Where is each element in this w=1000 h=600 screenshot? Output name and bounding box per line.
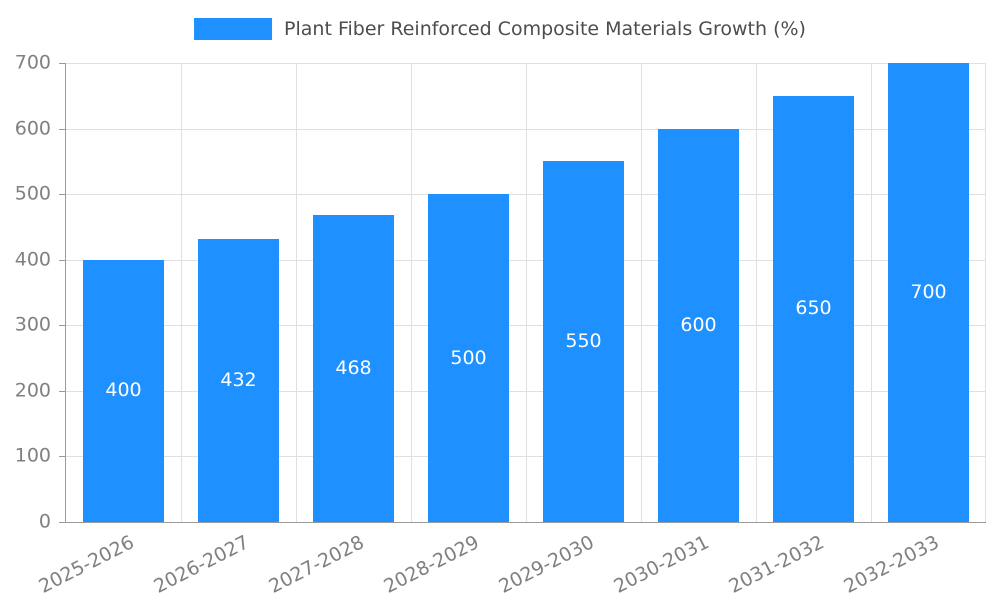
bar-value-label: 400 — [105, 379, 142, 402]
v-gridline — [985, 63, 986, 522]
bar-value-label: 600 — [680, 313, 717, 336]
x-tick-label: 2027-2028 — [265, 531, 368, 598]
x-tick-label: 2026-2027 — [150, 531, 253, 598]
x-tick-label: 2030-2031 — [610, 531, 713, 598]
bar-value-label: 700 — [910, 281, 947, 303]
y-tick-label: 600 — [14, 117, 51, 140]
bar-value-label: 550 — [565, 330, 602, 353]
y-tick-mark — [59, 390, 65, 392]
bar-2031-2032[interactable]: 650 — [773, 95, 854, 522]
y-tick-label: 500 — [14, 182, 51, 205]
y-tick-mark — [59, 128, 65, 130]
bar-2029-2030[interactable]: 550 — [543, 161, 624, 522]
y-tick-label: 400 — [14, 248, 51, 271]
y-tick-mark — [59, 522, 65, 523]
bar-2027-2028[interactable]: 468 — [313, 215, 394, 522]
v-gridline — [296, 63, 297, 522]
bar-2028-2029[interactable]: 500 — [428, 194, 509, 522]
y-axis: 0 100 200 300 400 500 600 700 — [0, 53, 65, 531]
y-tick-label: 0 — [38, 510, 51, 533]
bar-value-label: 432 — [220, 368, 257, 391]
chart-legend[interactable]: Plant Fiber Reinforced Composite Materia… — [194, 18, 806, 40]
y-tick-label: 200 — [14, 379, 51, 402]
v-gridline — [871, 63, 872, 522]
bar-2026-2027[interactable]: 432 — [198, 238, 279, 522]
v-gridline — [641, 63, 642, 522]
v-gridline — [526, 63, 527, 522]
bar-value-label: 468 — [335, 357, 372, 380]
v-gridline — [181, 63, 182, 522]
y-tick-label: 700 — [14, 51, 51, 74]
plot-area: 400 432 468 500 550 600 650 700 — [65, 63, 986, 523]
chart-title: Plant Fiber Reinforced Composite Materia… — [284, 18, 806, 40]
y-tick-mark — [59, 456, 65, 458]
x-axis: 2025-2026 2026-2027 2027-2028 2028-2029 2029… — [35, 523, 985, 600]
v-gridline — [411, 63, 412, 522]
bar-2025-2026[interactable]: 400 — [83, 259, 164, 522]
y-tick-mark — [59, 63, 65, 64]
x-tick-label: 2025-2026 — [35, 531, 138, 598]
bar-value-label: 650 — [795, 297, 832, 320]
v-gridline — [756, 63, 757, 522]
y-tick-label: 100 — [14, 444, 51, 467]
y-tick-mark — [59, 325, 65, 327]
bar-2030-2031[interactable]: 600 — [658, 128, 739, 522]
legend-swatch[interactable] — [194, 18, 273, 40]
x-tick-label: 2032-2033 — [840, 531, 943, 598]
x-tick-label: 2028-2029 — [380, 531, 483, 598]
y-tick-mark — [59, 259, 65, 261]
bar-2032-2033[interactable]: 700 — [888, 63, 969, 522]
x-tick-label: 2031-2032 — [725, 531, 828, 598]
x-tick-label: 2029-2030 — [495, 531, 598, 598]
y-tick-label: 300 — [14, 313, 51, 336]
bar-value-label: 500 — [450, 346, 487, 369]
y-tick-mark — [59, 194, 65, 196]
